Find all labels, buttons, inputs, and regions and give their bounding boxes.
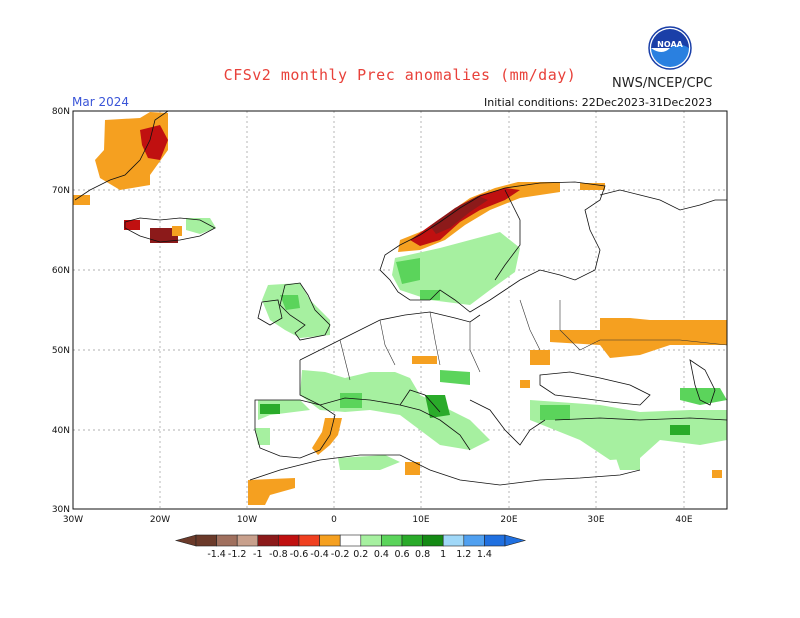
- colorbar-tick-label: 0.4: [374, 549, 389, 560]
- colorbar-swatch: [484, 534, 506, 547]
- colorbar-tick-label: -1.2: [228, 549, 247, 560]
- colorbar-tick-label: 1.4: [477, 549, 492, 560]
- wet-anomaly-areas: [186, 218, 727, 470]
- map-frame: [72, 110, 728, 510]
- colorbar-tick-label: 0.6: [394, 549, 409, 560]
- lat-label-40n: 40N: [52, 426, 70, 436]
- lon-label-40e: 40E: [675, 515, 692, 525]
- colorbar-swatch: [195, 534, 217, 547]
- chart-title: CFSv2 monthly Prec anomalies (mm/day): [223, 66, 577, 84]
- latitude-axis: 80N 70N 60N 50N 40N 30N: [52, 107, 70, 515]
- colorbar-tick-label: -0.6: [290, 549, 309, 560]
- lat-label-60n: 60N: [52, 266, 70, 276]
- colorbar-tick-label: -1: [253, 549, 262, 560]
- colorbar-tick-label: -0.2: [331, 549, 350, 560]
- dry-anomaly-areas: [73, 112, 727, 505]
- forecast-month: Mar 2024: [72, 95, 129, 109]
- colorbar-tick-label: -0.8: [269, 549, 288, 560]
- lat-label-70n: 70N: [52, 186, 70, 196]
- lat-label-30n: 30N: [52, 505, 70, 515]
- colorbar-tick-label: -0.4: [310, 549, 329, 560]
- colorbar-swatch: [216, 534, 238, 547]
- svg-text:NOAA: NOAA: [657, 40, 683, 49]
- coastlines: [74, 110, 728, 486]
- initial-conditions: Initial conditions: 22Dec2023-31Dec2023: [484, 96, 713, 109]
- lon-label-20w: 20W: [150, 515, 170, 525]
- colorbar-swatch: [257, 534, 279, 547]
- lon-label-30e: 30E: [587, 515, 604, 525]
- lat-label-50n: 50N: [52, 346, 70, 356]
- colorbar-right-arrow: [504, 534, 527, 547]
- colorbar-left-arrow: [174, 534, 197, 547]
- lon-label-30w: 30W: [63, 515, 83, 525]
- lon-label-20e: 20E: [500, 515, 517, 525]
- noaa-logo-icon: NOAA: [648, 26, 692, 70]
- colorbar-swatch: [401, 534, 423, 547]
- colorbar-swatch: [236, 534, 259, 547]
- colorbar-tick-label: 1: [440, 549, 446, 560]
- lon-label-10e: 10E: [412, 515, 429, 525]
- colorbar-tick-label: 1.2: [456, 549, 471, 560]
- colorbar-swatch: [360, 534, 382, 547]
- colorbar-tick-label: 0.2: [353, 549, 368, 560]
- colorbar-swatch: [319, 534, 341, 547]
- longitude-axis: 30W 20W 10W 0 10E 20E 30E 40E: [63, 515, 693, 525]
- colorbar-swatch: [422, 534, 444, 547]
- colorbar-tick-label: 0.8: [415, 549, 430, 560]
- colorbar-swatch: [298, 534, 320, 547]
- colorbar-swatch: [278, 534, 300, 547]
- colorbar-swatch: [463, 534, 485, 547]
- colorbar-swatch: [381, 534, 403, 547]
- lat-label-80n: 80N: [52, 107, 70, 117]
- colorbar: -1.4 -1.2 -1 -0.8 -0.6 -0.4 -0.2 0.2 0.4 0.6 0.8 1 1…: [174, 534, 527, 560]
- lon-label-0: 0: [331, 515, 337, 525]
- colorbar-swatch: [442, 534, 465, 547]
- colorbar-tick-label: -1.4: [207, 549, 226, 560]
- lon-label-10w: 10W: [237, 515, 257, 525]
- colorbar-swatch: [339, 534, 362, 547]
- agency-label: NWS/NCEP/CPC: [612, 76, 713, 91]
